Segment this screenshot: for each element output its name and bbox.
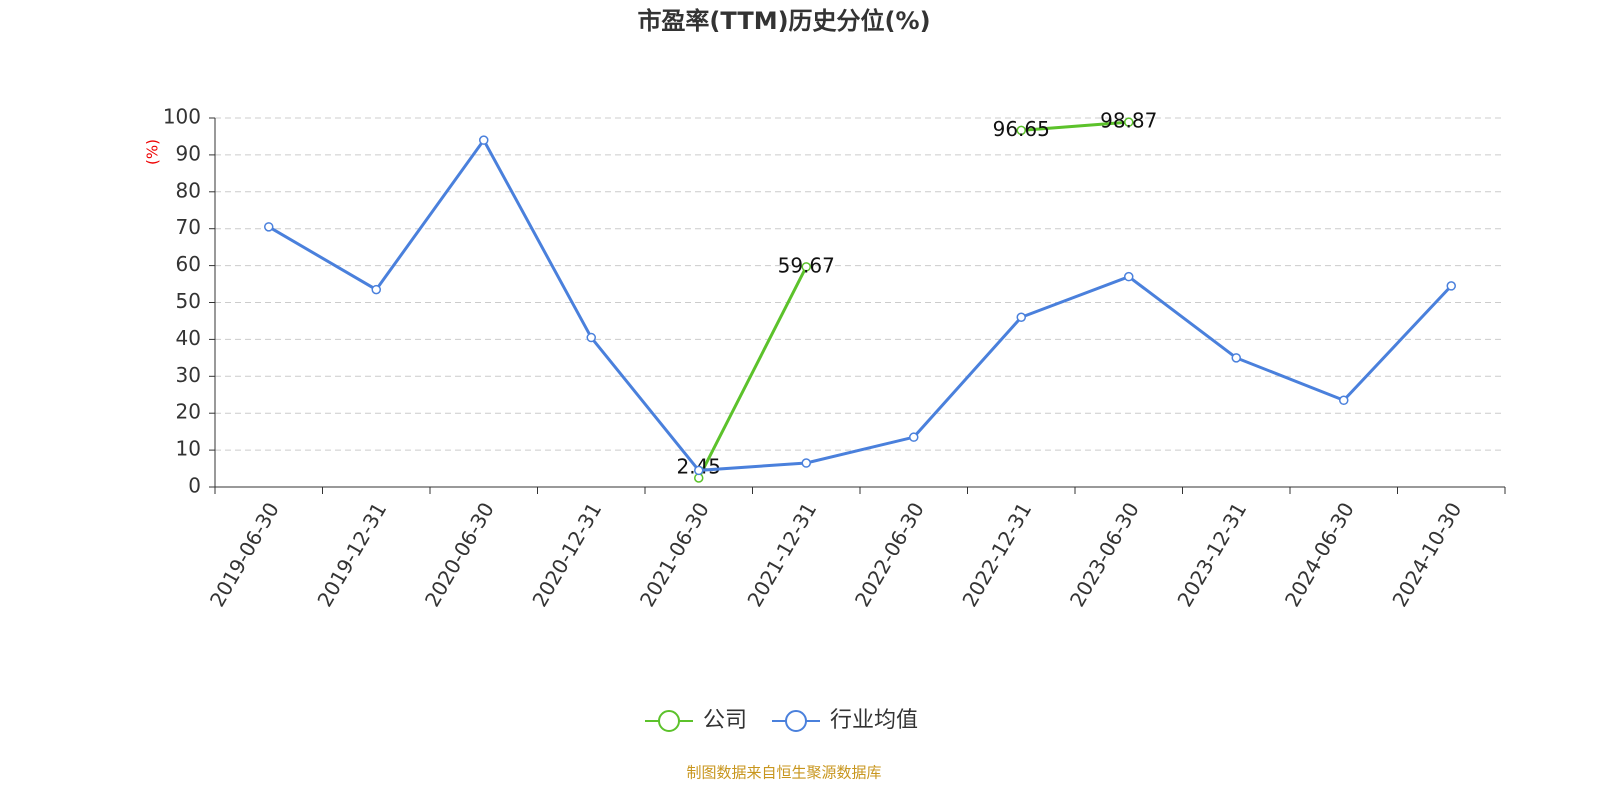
point xyxy=(1446,281,1456,291)
series-line xyxy=(267,137,1453,472)
point xyxy=(801,262,811,272)
x-tick-label: 2024-10-30 xyxy=(1387,498,1466,611)
data-label: 59.67 xyxy=(778,253,835,277)
x-tick-label: 2019-12-31 xyxy=(312,498,391,611)
point xyxy=(694,465,704,476)
legend-label: 行业均值 xyxy=(830,708,918,733)
point xyxy=(1231,353,1241,363)
y-tick-label: 80 xyxy=(176,178,201,202)
x-tick-label: 2021-06-30 xyxy=(635,498,714,611)
point xyxy=(1016,312,1026,323)
x-tick-label: 2020-06-30 xyxy=(420,498,499,611)
legend-label: 公司 xyxy=(703,708,747,733)
y-tick-label: 30 xyxy=(176,363,201,387)
point xyxy=(586,332,596,343)
point xyxy=(479,135,489,145)
x-tick-label: 2019-06-30 xyxy=(205,498,284,611)
point xyxy=(1339,395,1349,406)
y-tick-label: 20 xyxy=(176,400,201,424)
point xyxy=(371,284,381,295)
point xyxy=(264,222,274,232)
y-tick-label: 10 xyxy=(176,437,201,461)
x-tick-label: 2024-06-30 xyxy=(1280,498,1359,611)
x-tick-label: 2022-12-31 xyxy=(957,498,1036,611)
y-tick-label: 0 xyxy=(188,474,201,498)
y-tick-label: 90 xyxy=(176,141,201,165)
point xyxy=(801,458,811,468)
point xyxy=(909,432,919,442)
y-tick-label: 40 xyxy=(176,326,201,350)
data-label: 96.65 xyxy=(993,117,1050,141)
x-tick-label: 2021-12-31 xyxy=(742,498,821,611)
x-tick-label: 2023-12-31 xyxy=(1172,498,1251,611)
point xyxy=(1124,117,1134,127)
point xyxy=(1124,271,1134,282)
data-label: 98.87 xyxy=(1100,109,1157,133)
y-axis-label: (%) xyxy=(144,139,162,165)
series-line xyxy=(697,120,1129,479)
y-tick-label: 70 xyxy=(176,215,201,239)
legend-marker xyxy=(658,710,680,732)
x-tick-label: 2023-06-30 xyxy=(1065,498,1144,611)
source-note: 制图数据来自恒生聚源数据库 xyxy=(686,764,881,782)
chart-title: 市盈率(TTM)历史分位(%) xyxy=(637,7,930,35)
y-tick-label: 50 xyxy=(176,289,201,313)
y-tick-label: 100 xyxy=(163,105,201,129)
legend-marker xyxy=(785,710,807,732)
x-tick-label: 2020-12-31 xyxy=(527,498,606,611)
point xyxy=(1016,125,1026,136)
y-tick-label: 60 xyxy=(176,252,201,276)
x-tick-label: 2022-06-30 xyxy=(850,498,929,611)
